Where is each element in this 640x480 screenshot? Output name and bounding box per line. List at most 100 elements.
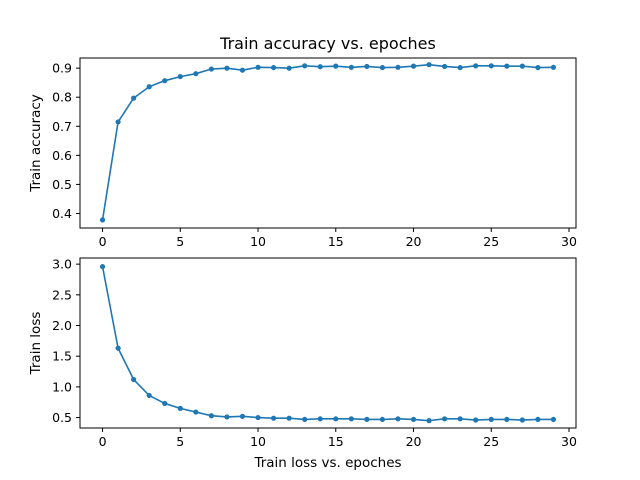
accuracy-data-point xyxy=(364,63,370,70)
accuracy-data-point xyxy=(457,64,463,71)
accuracy-x-tick-label: 25 xyxy=(483,234,499,249)
accuracy-data-point xyxy=(519,63,525,69)
loss-data-point xyxy=(177,405,183,411)
accuracy-data-point xyxy=(504,63,510,69)
loss-x-axis-label: Train loss vs. epoches xyxy=(253,455,401,471)
loss-series xyxy=(99,263,557,424)
accuracy-y-tick-label: 0.7 xyxy=(52,119,72,134)
loss-x-tick-label: 5 xyxy=(176,434,184,449)
loss-data-point xyxy=(208,413,214,419)
loss-x-tick-label: 25 xyxy=(483,434,499,449)
accuracy-y-axis-label: Train accuracy xyxy=(28,94,44,193)
loss-data-point xyxy=(193,409,199,415)
loss-data-point xyxy=(473,417,479,423)
accuracy-data-point xyxy=(473,63,479,69)
loss-data-point xyxy=(426,418,432,424)
loss-data-point xyxy=(442,416,448,422)
loss-data-point xyxy=(317,416,323,422)
accuracy-x-tick-label: 15 xyxy=(328,234,344,249)
loss-data-point xyxy=(99,263,106,270)
loss-data-point xyxy=(348,416,354,422)
accuracy-series-line xyxy=(101,63,554,220)
accuracy-x-tick-label: 10 xyxy=(250,234,266,249)
loss-data-point xyxy=(286,415,292,421)
accuracy-data-point xyxy=(99,217,106,223)
loss-x-tick-label: 30 xyxy=(561,434,577,449)
accuracy-data-point xyxy=(410,63,417,69)
loss-data-point xyxy=(504,416,510,423)
accuracy-data-point xyxy=(146,84,152,90)
accuracy-data-point xyxy=(442,63,448,70)
loss-data-point xyxy=(270,415,277,421)
loss-ticks: 0 5 10 15 20 25 30 0.5 1.0 1.5 2.0 2.5 3.0 xyxy=(52,257,577,449)
accuracy-data-point xyxy=(426,62,432,68)
loss-data-point xyxy=(131,376,137,383)
loss-data-point xyxy=(550,416,557,423)
loss-y-tick-label: 3.0 xyxy=(52,257,72,272)
loss-y-tick-label: 1.0 xyxy=(52,379,72,394)
accuracy-chart-title: Train accuracy vs. epoches xyxy=(219,34,436,53)
accuracy-data-point xyxy=(317,64,323,70)
loss-data-point xyxy=(239,413,246,419)
accuracy-data-point xyxy=(302,63,308,69)
accuracy-chart: Train accuracy vs. epoches Train accurac… xyxy=(28,34,577,249)
accuracy-data-point xyxy=(286,65,292,71)
accuracy-data-point xyxy=(270,64,277,71)
loss-data-point xyxy=(535,416,541,423)
accuracy-data-point xyxy=(193,71,199,77)
loss-data-point xyxy=(115,345,121,351)
loss-y-axis-label: Train loss xyxy=(28,312,44,376)
loss-series-line xyxy=(101,266,554,422)
accuracy-data-point xyxy=(115,119,121,125)
accuracy-ticks: 0 5 10 15 20 25 30 0.4 0.5 0.6 0.7 0.8 0.9 xyxy=(52,61,577,249)
accuracy-plot-frame xyxy=(79,57,577,229)
loss-y-tick-label: 1.5 xyxy=(52,349,72,364)
loss-y-tick-label: 2.5 xyxy=(52,287,72,302)
accuracy-data-point xyxy=(535,64,541,71)
loss-x-tick-label: 10 xyxy=(250,434,266,449)
loss-y-tick-label: 2.0 xyxy=(52,318,72,333)
accuracy-data-point xyxy=(239,67,246,73)
accuracy-data-point xyxy=(395,64,401,70)
accuracy-y-tick-label: 0.4 xyxy=(52,206,72,221)
accuracy-data-point xyxy=(177,73,183,80)
accuracy-data-point xyxy=(333,63,339,69)
loss-data-point xyxy=(333,416,339,422)
accuracy-data-point xyxy=(255,64,261,70)
loss-data-point xyxy=(519,417,525,423)
loss-x-tick-label: 15 xyxy=(328,434,344,449)
accuracy-y-tick-label: 0.9 xyxy=(52,61,72,76)
accuracy-data-point xyxy=(550,64,557,70)
loss-data-point xyxy=(364,416,370,423)
loss-data-point xyxy=(395,416,401,422)
loss-data-point xyxy=(162,400,168,407)
accuracy-data-point xyxy=(348,64,354,70)
accuracy-data-point xyxy=(224,65,230,71)
accuracy-series xyxy=(99,62,557,223)
loss-data-point xyxy=(255,414,261,421)
loss-data-point xyxy=(457,416,463,422)
loss-data-point xyxy=(302,416,308,423)
loss-data-point xyxy=(488,416,494,423)
loss-data-point xyxy=(146,392,152,399)
loss-data-point xyxy=(224,414,230,420)
accuracy-data-point xyxy=(131,95,137,101)
loss-data-point xyxy=(379,416,386,423)
accuracy-data-point xyxy=(162,78,168,84)
loss-y-tick-label: 0.5 xyxy=(52,410,72,425)
accuracy-y-tick-label: 0.8 xyxy=(52,90,72,105)
accuracy-x-tick-label: 5 xyxy=(176,234,184,249)
accuracy-x-tick-label: 20 xyxy=(406,234,422,249)
accuracy-data-point xyxy=(208,66,214,72)
accuracy-y-tick-label: 0.6 xyxy=(52,148,72,163)
loss-data-point xyxy=(410,416,417,423)
loss-x-tick-label: 0 xyxy=(99,434,107,449)
loss-plot-frame xyxy=(79,257,577,429)
loss-x-tick-label: 20 xyxy=(406,434,422,449)
loss-chart: Train loss Train loss vs. epoches 0 5 10 15… xyxy=(28,257,577,471)
accuracy-y-tick-label: 0.5 xyxy=(52,177,72,192)
accuracy-data-point xyxy=(488,63,494,69)
accuracy-x-tick-label: 30 xyxy=(561,234,577,249)
accuracy-data-point xyxy=(379,64,386,71)
